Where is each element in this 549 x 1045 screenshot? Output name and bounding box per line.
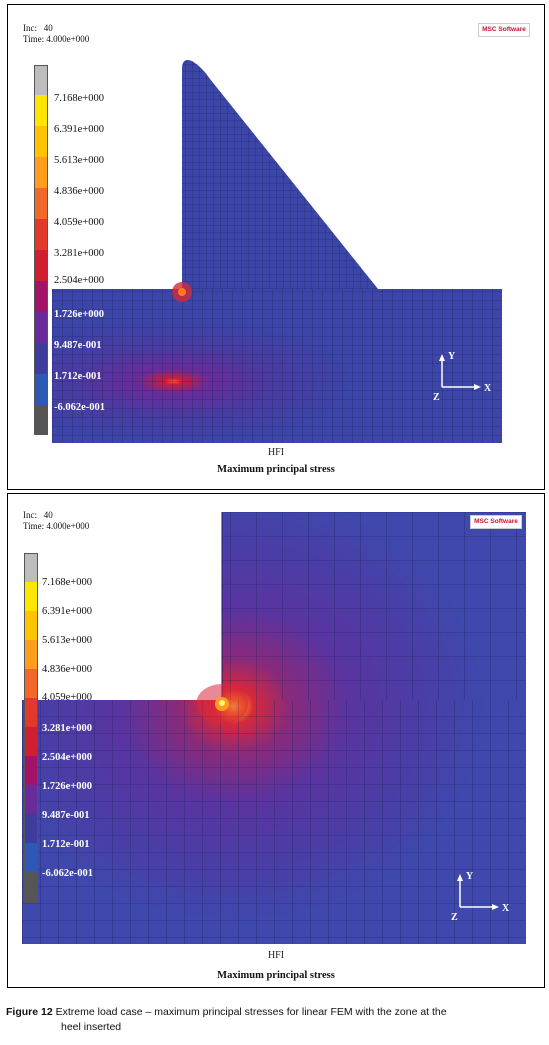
axis-x-label: X bbox=[502, 903, 510, 914]
plot-subtitle: HFI bbox=[267, 950, 285, 961]
legend-value: 2.504e+000 bbox=[54, 275, 104, 286]
legend-value: 4.836e+000 bbox=[42, 664, 92, 675]
axis-z-label: Z bbox=[433, 392, 440, 403]
legend-value: 5.613e+000 bbox=[42, 635, 92, 646]
legend-value: 1.712e-001 bbox=[54, 371, 102, 382]
time-label: Time: 4.000e+000 bbox=[23, 521, 90, 531]
legend-value: 6.391e+000 bbox=[42, 606, 92, 617]
axis-y-label: Y bbox=[466, 871, 474, 882]
msc-software-logo: MSC Software bbox=[470, 515, 522, 529]
fem-panel-top: Inc: 40 Time: 4.000e+000 MSC Software bbox=[7, 4, 545, 490]
axis-triad: Y X Z bbox=[433, 351, 492, 403]
increment-info: Inc: 40 Time: 4.000e+000 bbox=[23, 510, 89, 532]
color-legend-bar bbox=[24, 553, 38, 903]
legend-value: 6.391e+000 bbox=[54, 124, 104, 135]
legend-value: 3.281e+000 bbox=[42, 723, 93, 734]
time-label: Time: 4.000e+000 bbox=[23, 34, 90, 44]
legend-value: 5.613e+000 bbox=[54, 155, 104, 166]
legend-value: 2.504e+000 bbox=[42, 752, 93, 763]
plot-subtitle: HFI bbox=[267, 447, 285, 458]
legend-value: 3.281e+000 bbox=[54, 248, 104, 259]
axis-triad: Y X Z bbox=[451, 871, 510, 923]
axis-z-label: Z bbox=[451, 912, 458, 923]
inc-label: Inc: 40 bbox=[23, 510, 53, 520]
figure-caption: Figure 12 Extreme load case – maximum pr… bbox=[6, 1005, 536, 1035]
legend-value: 4.059e+000 bbox=[54, 217, 104, 228]
legend-value: 7.168e+000 bbox=[54, 93, 104, 104]
axis-x-label: X bbox=[484, 383, 492, 394]
legend-value: 9.487e-001 bbox=[42, 810, 90, 821]
legend-value: 1.726e+000 bbox=[42, 781, 93, 792]
figure-label: Figure 12 bbox=[6, 1006, 53, 1018]
plot-title: Maximum principal stress bbox=[217, 464, 335, 475]
legend-value: 4.059e+000 bbox=[42, 692, 92, 703]
increment-info: Inc: 40 Time: 4.000e+000 bbox=[23, 23, 89, 45]
msc-software-logo: MSC Software bbox=[478, 23, 530, 37]
legend-value: 1.726e+000 bbox=[54, 309, 105, 320]
legend-value: 4.836e+000 bbox=[54, 186, 104, 197]
color-legend-bar bbox=[34, 65, 48, 435]
axis-y-label: Y bbox=[448, 351, 456, 362]
legend-value: -6.062e-001 bbox=[54, 402, 106, 413]
fem-mesh-plot: Y X Z bbox=[52, 60, 502, 443]
legend-value: 7.168e+000 bbox=[42, 577, 92, 588]
legend-value: 1.712e-001 bbox=[42, 839, 90, 850]
legend-value: 9.487e-001 bbox=[54, 340, 102, 351]
legend-value: -6.062e-001 bbox=[42, 868, 94, 879]
caption-text-continued: heel inserted bbox=[61, 1021, 122, 1033]
caption-text: Extreme load case – maximum principal st… bbox=[55, 1006, 447, 1018]
fem-panel-bottom: Inc: 40 Time: 4.000e+000 bbox=[7, 493, 545, 988]
inc-label: Inc: 40 bbox=[23, 23, 53, 33]
fem-mesh-plot: Y X Z bbox=[22, 512, 526, 944]
plot-title: Maximum principal stress bbox=[217, 970, 335, 981]
